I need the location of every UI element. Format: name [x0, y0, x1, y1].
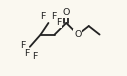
- Text: O: O: [74, 30, 82, 39]
- Text: F: F: [40, 12, 46, 21]
- Text: F: F: [20, 41, 26, 50]
- Text: F: F: [24, 49, 29, 58]
- Text: O: O: [63, 8, 70, 17]
- Text: F: F: [56, 18, 61, 28]
- Text: F: F: [51, 12, 57, 21]
- Text: F: F: [32, 52, 37, 61]
